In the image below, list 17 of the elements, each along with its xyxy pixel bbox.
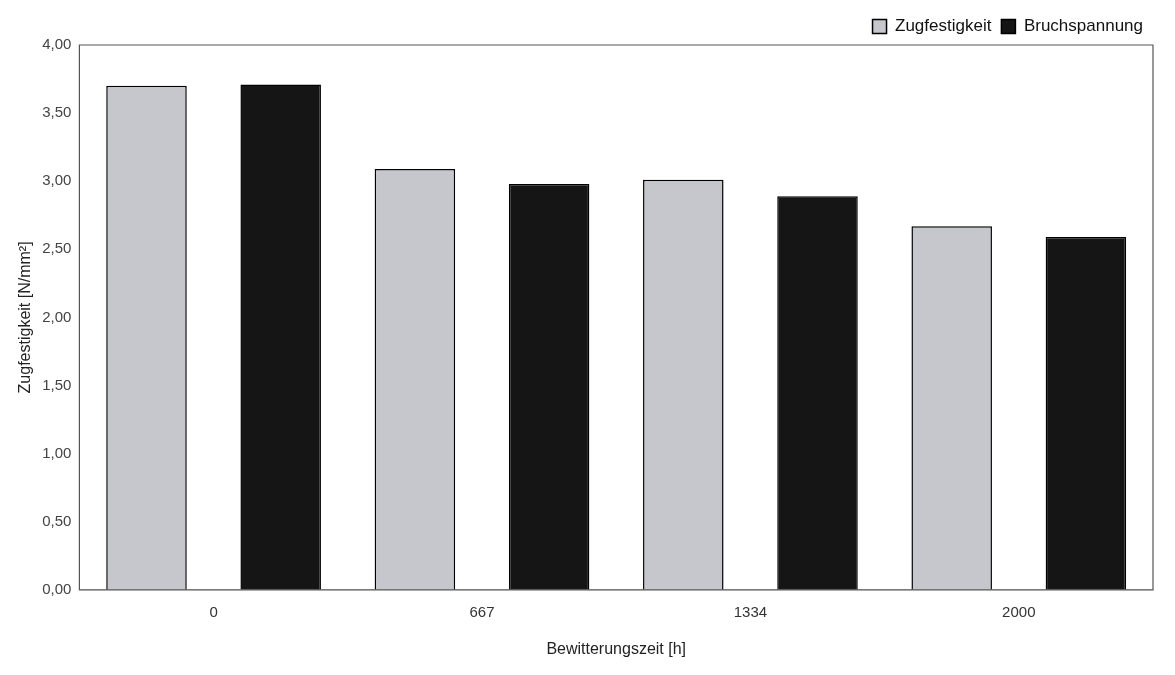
y-tick-label: 0,00 [42,579,72,597]
x-tick-label: 667 [469,602,495,620]
legend-label: Bruchspannung [1023,16,1143,36]
x-tick-label: 1334 [733,602,768,620]
y-axis-title: Zugfestigkeit [N/mm²] [16,241,34,394]
x-tick-label: 2000 [1002,602,1036,620]
x-axis-title: Bewitterungszeit [h] [546,639,687,657]
y-tick-label: 2,50 [42,239,72,257]
x-tick-label: 0 [209,602,218,620]
y-tick-label: 1,00 [42,443,72,461]
y-tick-label: 0,50 [42,511,72,529]
y-tick-label: 4,00 [42,35,72,53]
y-tick-label: 1,50 [42,375,72,393]
legend-label: Zugfestigkeit [895,16,992,36]
y-tick-label: 3,50 [42,103,72,121]
y-tick-label: 3,00 [42,171,72,189]
y-tick-label: 2,00 [42,307,72,325]
